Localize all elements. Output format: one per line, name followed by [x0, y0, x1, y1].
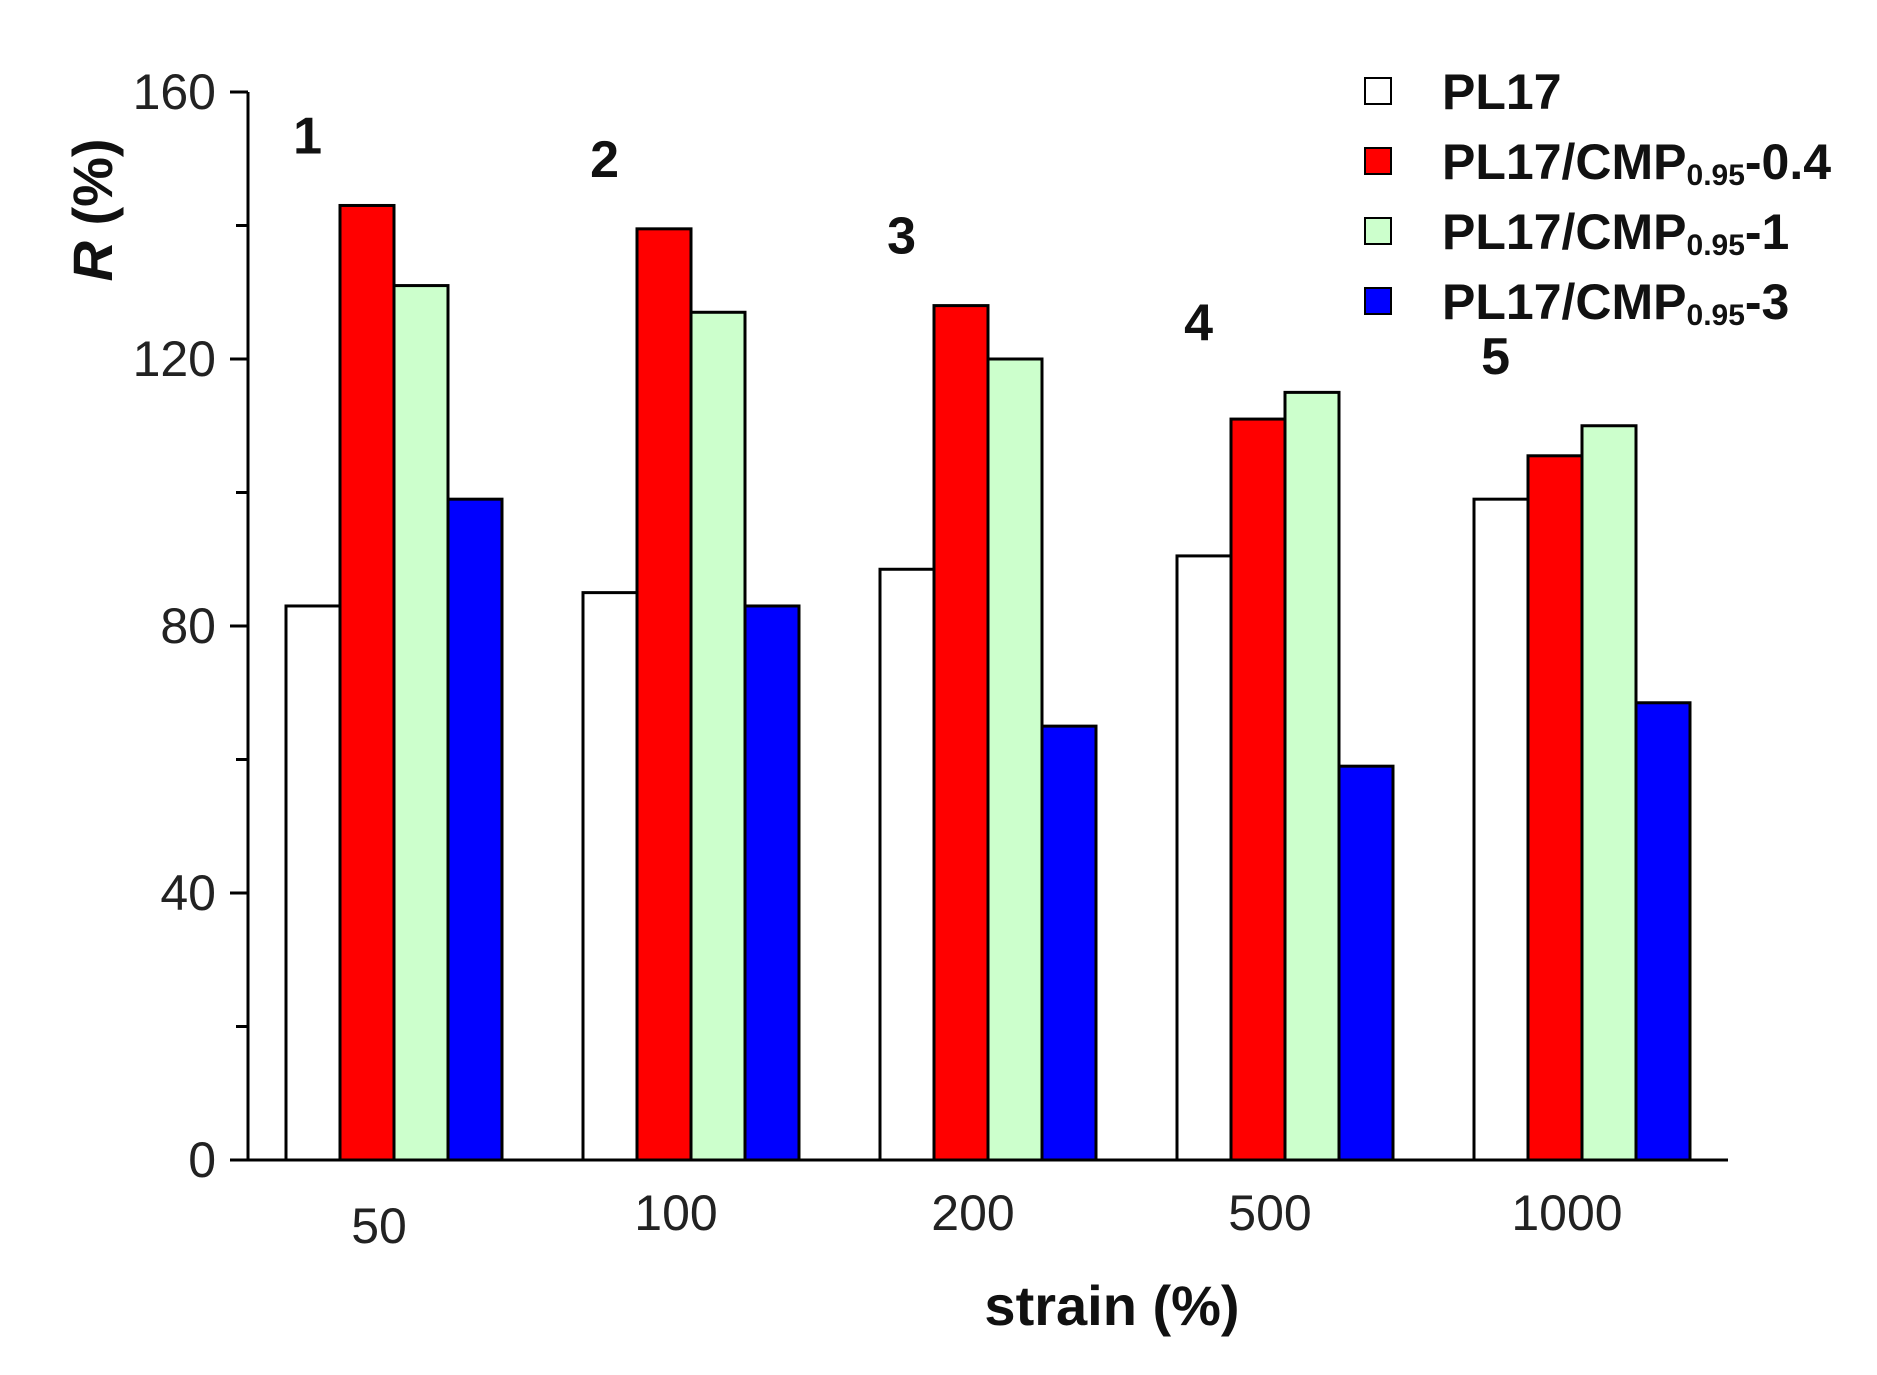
bar-4-500	[1337, 764, 1395, 1162]
y-axis-title-unit: (%)	[61, 138, 124, 225]
bar-4-50	[446, 497, 504, 1162]
bar-2-1000	[1526, 454, 1584, 1162]
group-label: 2	[590, 131, 619, 189]
x-tick-label: 100	[634, 1185, 717, 1241]
y-tick-label: 160	[133, 64, 216, 120]
group-label: 1	[293, 107, 322, 165]
legend: PL17PL17/CMP0.95-0.4PL17/CMP0.95-1PL17/C…	[1364, 64, 1831, 332]
bar-1-1000	[1472, 497, 1530, 1162]
legend-label-main: PL17/CMP	[1442, 204, 1687, 260]
legend-label-suffix: -0.4	[1745, 134, 1831, 190]
bar-2-200	[932, 304, 990, 1162]
y-tick-label: 80	[160, 598, 216, 654]
x-tick-label: 1000	[1511, 1185, 1622, 1241]
legend-swatch-4	[1364, 287, 1392, 315]
legend-label-subscript: 0.95	[1687, 229, 1745, 262]
legend-label-4: PL17/CMP0.95-3	[1442, 274, 1789, 332]
bar-3-100	[689, 310, 747, 1162]
y-tick-label: 40	[160, 865, 216, 921]
legend-label-3: PL17/CMP0.95-1	[1442, 204, 1789, 262]
x-axis-title: strain (%)	[984, 1274, 1239, 1337]
y-axis-title-symbol: R	[61, 241, 124, 282]
bar-1-200	[878, 567, 936, 1162]
bar-2-50	[338, 203, 396, 1162]
legend-label-2: PL17/CMP0.95-0.4	[1442, 134, 1831, 192]
bar-2-500	[1229, 417, 1287, 1162]
legend-swatch-2	[1364, 147, 1392, 175]
legend-swatch-3	[1364, 217, 1392, 245]
bar-3-1000	[1580, 424, 1638, 1162]
legend-label-subscript: 0.95	[1687, 159, 1745, 192]
group-label: 4	[1184, 294, 1213, 352]
labels-layer: 0 40 80 120 160 50 100 200 500 1000 1 2 3 4 5 strain (%…	[61, 64, 1623, 1337]
legend-swatch-1	[1364, 77, 1392, 105]
legend-label-1: PL17	[1442, 64, 1562, 120]
legend-label-subscript: 0.95	[1687, 299, 1745, 332]
group-label: 5	[1481, 328, 1510, 386]
bar-4-100	[743, 604, 801, 1162]
bar-3-200	[986, 357, 1044, 1162]
legend-label-suffix: -3	[1745, 274, 1789, 330]
x-tick-label: 50	[351, 1198, 407, 1254]
axes-layer	[230, 90, 1728, 1162]
bar-1-500	[1175, 554, 1233, 1162]
x-tick-label: 500	[1228, 1185, 1311, 1241]
bars-layer	[284, 203, 1692, 1162]
bar-1-100	[581, 591, 639, 1162]
y-axis-title: R (%)	[61, 138, 124, 281]
y-tick-label: 120	[133, 331, 216, 387]
bar-4-200	[1040, 724, 1098, 1162]
bar-1-50	[284, 604, 342, 1162]
x-tick-label: 200	[931, 1185, 1014, 1241]
bar-4-1000	[1634, 701, 1692, 1162]
legend-label-main: PL17/CMP	[1442, 134, 1687, 190]
bar-3-50	[392, 284, 450, 1162]
legend-label-suffix: -1	[1745, 204, 1789, 260]
y-tick-label: 0	[188, 1132, 216, 1188]
legend-label-main: PL17	[1442, 64, 1562, 120]
bar-2-100	[635, 227, 693, 1162]
group-label: 3	[887, 208, 916, 266]
bar-3-500	[1283, 390, 1341, 1162]
legend-label-main: PL17/CMP	[1442, 274, 1687, 330]
